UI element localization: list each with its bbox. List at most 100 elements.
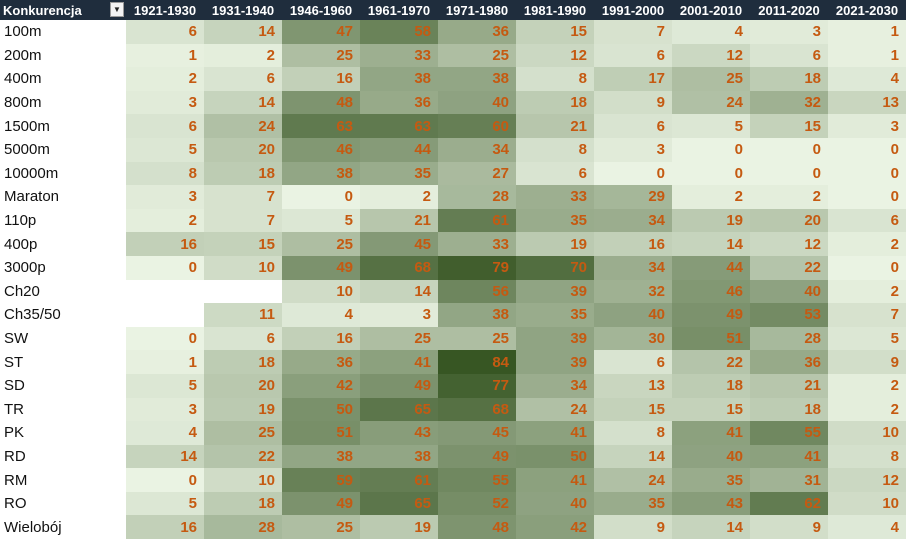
value-cell[interactable]: 28 — [204, 515, 282, 540]
value-cell[interactable]: 35 — [360, 161, 438, 186]
value-cell[interactable]: 18 — [516, 90, 594, 115]
value-cell[interactable] — [204, 279, 282, 304]
value-cell[interactable]: 0 — [828, 161, 906, 186]
value-cell[interactable]: 25 — [438, 43, 516, 68]
value-cell[interactable]: 34 — [516, 373, 594, 398]
value-cell[interactable]: 48 — [438, 515, 516, 540]
value-cell[interactable]: 17 — [594, 67, 672, 91]
value-cell[interactable]: 40 — [750, 279, 828, 304]
value-cell[interactable]: 2 — [672, 185, 750, 209]
value-cell[interactable]: 50 — [516, 444, 594, 469]
value-cell[interactable]: 0 — [750, 161, 828, 186]
value-cell[interactable]: 22 — [204, 444, 282, 469]
value-cell[interactable]: 2 — [828, 232, 906, 256]
value-cell[interactable]: 14 — [594, 444, 672, 469]
value-cell[interactable]: 2 — [204, 43, 282, 68]
value-cell[interactable]: 55 — [750, 421, 828, 445]
value-cell[interactable]: 0 — [828, 255, 906, 280]
value-cell[interactable]: 38 — [360, 444, 438, 469]
value-cell[interactable]: 7 — [204, 185, 282, 209]
value-cell[interactable]: 2 — [750, 185, 828, 209]
value-cell[interactable]: 21 — [750, 373, 828, 398]
value-cell[interactable]: 0 — [126, 468, 204, 492]
row-label-cell[interactable]: 10000m — [0, 161, 126, 186]
value-cell[interactable]: 38 — [438, 303, 516, 327]
value-cell[interactable]: 49 — [360, 373, 438, 398]
value-cell[interactable]: 49 — [672, 303, 750, 327]
value-cell[interactable]: 55 — [438, 468, 516, 492]
value-cell[interactable]: 4 — [282, 303, 360, 327]
value-cell[interactable]: 63 — [282, 114, 360, 138]
value-cell[interactable]: 10 — [828, 421, 906, 445]
value-cell[interactable]: 13 — [594, 373, 672, 398]
value-cell[interactable]: 0 — [126, 326, 204, 351]
value-cell[interactable]: 41 — [360, 350, 438, 374]
value-cell[interactable]: 35 — [516, 303, 594, 327]
value-cell[interactable]: 14 — [204, 20, 282, 44]
value-cell[interactable]: 65 — [360, 397, 438, 422]
value-cell[interactable]: 25 — [282, 43, 360, 68]
value-cell[interactable]: 15 — [204, 232, 282, 256]
value-cell[interactable]: 5 — [126, 373, 204, 398]
value-cell[interactable]: 3 — [126, 90, 204, 115]
value-cell[interactable]: 7 — [594, 20, 672, 44]
value-cell[interactable]: 27 — [438, 161, 516, 186]
row-label-cell[interactable]: Ch35/50 — [0, 303, 126, 327]
value-cell[interactable]: 56 — [438, 279, 516, 304]
value-cell[interactable]: 16 — [282, 67, 360, 91]
value-cell[interactable]: 14 — [204, 90, 282, 115]
value-cell[interactable]: 9 — [594, 515, 672, 540]
value-cell[interactable]: 84 — [438, 350, 516, 374]
value-cell[interactable]: 35 — [594, 491, 672, 516]
value-cell[interactable]: 1 — [126, 350, 204, 374]
row-label-cell[interactable]: 400m — [0, 67, 126, 91]
value-cell[interactable]: 39 — [516, 350, 594, 374]
value-cell[interactable]: 16 — [594, 232, 672, 256]
value-cell[interactable]: 10 — [282, 279, 360, 304]
value-cell[interactable]: 6 — [828, 208, 906, 233]
value-cell[interactable]: 33 — [516, 185, 594, 209]
value-cell[interactable]: 6 — [204, 67, 282, 91]
row-label-cell[interactable]: 200m — [0, 43, 126, 68]
value-cell[interactable]: 6 — [126, 114, 204, 138]
value-cell[interactable]: 3 — [828, 114, 906, 138]
value-cell[interactable]: 20 — [750, 208, 828, 233]
value-cell[interactable]: 46 — [672, 279, 750, 304]
column-header-decade[interactable]: 1931-1940 — [204, 0, 282, 20]
value-cell[interactable]: 25 — [672, 67, 750, 91]
value-cell[interactable]: 42 — [516, 515, 594, 540]
value-cell[interactable]: 38 — [282, 161, 360, 186]
value-cell[interactable]: 15 — [672, 397, 750, 422]
value-cell[interactable]: 21 — [360, 208, 438, 233]
column-header-decade[interactable]: 1971-1980 — [438, 0, 516, 20]
value-cell[interactable]: 49 — [282, 255, 360, 280]
value-cell[interactable]: 40 — [594, 303, 672, 327]
value-cell[interactable]: 30 — [594, 326, 672, 351]
value-cell[interactable]: 25 — [438, 326, 516, 351]
value-cell[interactable]: 12 — [516, 43, 594, 68]
value-cell[interactable]: 8 — [516, 67, 594, 91]
value-cell[interactable]: 61 — [360, 468, 438, 492]
value-cell[interactable]: 4 — [828, 67, 906, 91]
value-cell[interactable]: 0 — [828, 185, 906, 209]
value-cell[interactable]: 20 — [204, 137, 282, 162]
value-cell[interactable]: 6 — [204, 326, 282, 351]
value-cell[interactable]: 18 — [672, 373, 750, 398]
value-cell[interactable]: 0 — [126, 255, 204, 280]
value-cell[interactable]: 44 — [360, 137, 438, 162]
value-cell[interactable]: 13 — [828, 90, 906, 115]
value-cell[interactable]: 9 — [594, 90, 672, 115]
value-cell[interactable]: 43 — [360, 421, 438, 445]
value-cell[interactable]: 4 — [828, 515, 906, 540]
value-cell[interactable]: 18 — [204, 350, 282, 374]
value-cell[interactable]: 1 — [126, 43, 204, 68]
value-cell[interactable]: 61 — [438, 208, 516, 233]
value-cell[interactable]: 59 — [282, 468, 360, 492]
value-cell[interactable]: 8 — [594, 421, 672, 445]
value-cell[interactable]: 41 — [672, 421, 750, 445]
value-cell[interactable]: 3 — [126, 397, 204, 422]
value-cell[interactable]: 41 — [516, 468, 594, 492]
row-label-cell[interactable]: Maraton — [0, 185, 126, 209]
value-cell[interactable]: 43 — [672, 491, 750, 516]
value-cell[interactable]: 16 — [126, 515, 204, 540]
